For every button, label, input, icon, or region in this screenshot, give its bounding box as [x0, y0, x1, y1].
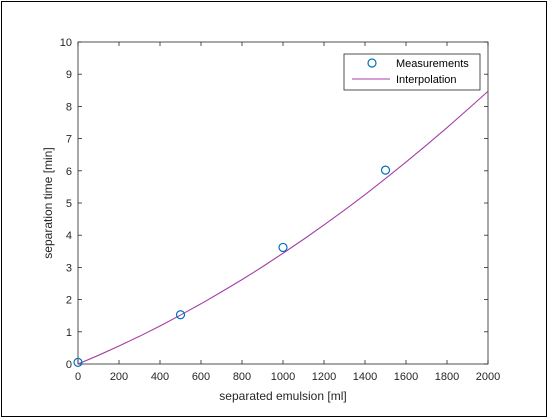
measurement-point-0 — [73, 357, 83, 367]
legend-entry-measurements: Measurements — [396, 58, 469, 70]
legend-box — [343, 53, 481, 91]
measurement-point-1 — [175, 310, 186, 320]
measurement-point-3 — [380, 165, 391, 175]
x-tick-label: 1400 — [353, 371, 377, 383]
x-tick-label: 1000 — [271, 371, 295, 383]
y-tick-label: 3 — [66, 262, 72, 274]
y-tick-label: 2 — [66, 295, 72, 307]
y-tick-label: 0 — [66, 359, 72, 371]
y-tick-label: 4 — [66, 230, 72, 242]
legend-marker-measurements — [367, 58, 377, 68]
y-tick-label: 9 — [66, 69, 72, 81]
x-tick-label: 400 — [151, 371, 169, 383]
x-tick-label: 200 — [110, 371, 128, 383]
x-tick-label: 0 — [75, 371, 81, 383]
x-tick-label: 1600 — [394, 371, 418, 383]
legend-entry-interpolation: Interpolation — [396, 74, 457, 86]
y-tick-label: 8 — [66, 101, 72, 113]
plot-area — [77, 41, 489, 365]
y-axis: 0 1 2 3 4 5 6 7 8 9 10 — [60, 37, 488, 371]
x-axis-label: separated emulsion [ml] — [219, 389, 346, 403]
x-tick-label: 600 — [192, 371, 210, 383]
y-tick-label: 7 — [66, 134, 72, 146]
x-axis: 0 200 400 600 800 1000 1200 1400 1600 1800 2000 — [75, 42, 500, 383]
y-tick-label: 6 — [66, 166, 72, 178]
x-tick-label: 2000 — [476, 371, 500, 383]
x-tick-label: 800 — [233, 371, 251, 383]
x-tick-label: 1200 — [312, 371, 336, 383]
x-tick-label: 1800 — [435, 371, 459, 383]
y-tick-label: 1 — [66, 327, 72, 339]
interpolation-line — [77, 90, 489, 365]
measurement-point-2 — [278, 242, 288, 253]
y-axis-label: separation time [min] — [41, 147, 55, 258]
measurement-markers — [73, 165, 391, 367]
legend: Measurements Interpolation — [343, 53, 481, 91]
y-tick-label: 10 — [60, 37, 72, 49]
y-tick-label: 5 — [66, 198, 72, 210]
